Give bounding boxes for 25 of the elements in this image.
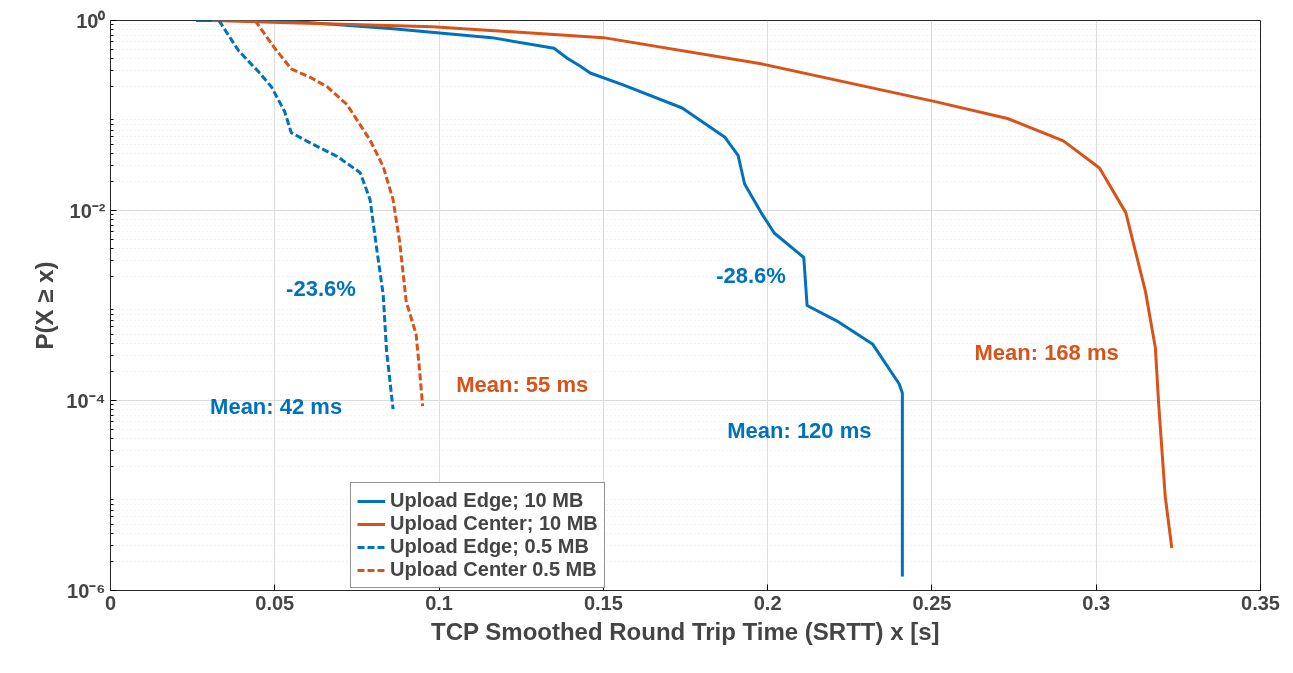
x-tick-label: 0.1 (425, 591, 453, 614)
legend-label: Upload Center 0.5 MB (390, 558, 597, 581)
y-axis-title: P(X ≥ x) (31, 261, 59, 350)
x-tick-label: 0.35 (1241, 591, 1280, 614)
legend-label: Upload Edge; 0.5 MB (390, 535, 589, 558)
annotation: -28.6% (716, 263, 786, 289)
legend-label: Upload Edge; 10 MB (390, 489, 584, 512)
line-series (194, 20, 904, 579)
x-tick-label: 0.15 (583, 591, 623, 614)
annotation: Mean: 55 ms (456, 371, 589, 397)
x-tick-label: 0.25 (912, 591, 952, 614)
annotation: Mean: 168 ms (974, 339, 1119, 365)
x-tick-label: 0.3 (1082, 591, 1111, 614)
y-tick-label: 10⁻² (69, 199, 106, 222)
x-axis-title: TCP Smoothed Round Trip Time (SRTT) x [s] (431, 617, 940, 645)
annotation: Mean: 42 ms (210, 393, 343, 419)
annotation: -23.6% (286, 275, 356, 301)
x-tick-label: 0 (104, 591, 117, 614)
y-tick-label: 10⁰ (76, 9, 106, 32)
annotation: Mean: 120 ms (727, 418, 872, 444)
x-tick-label: 0.2 (753, 591, 782, 614)
y-tick-label: 10⁻⁶ (67, 579, 106, 602)
legend-label: Upload Center; 10 MB (390, 512, 598, 535)
x-tick-label: 0.05 (255, 591, 295, 614)
y-tick-label: 10⁻⁴ (66, 389, 106, 412)
